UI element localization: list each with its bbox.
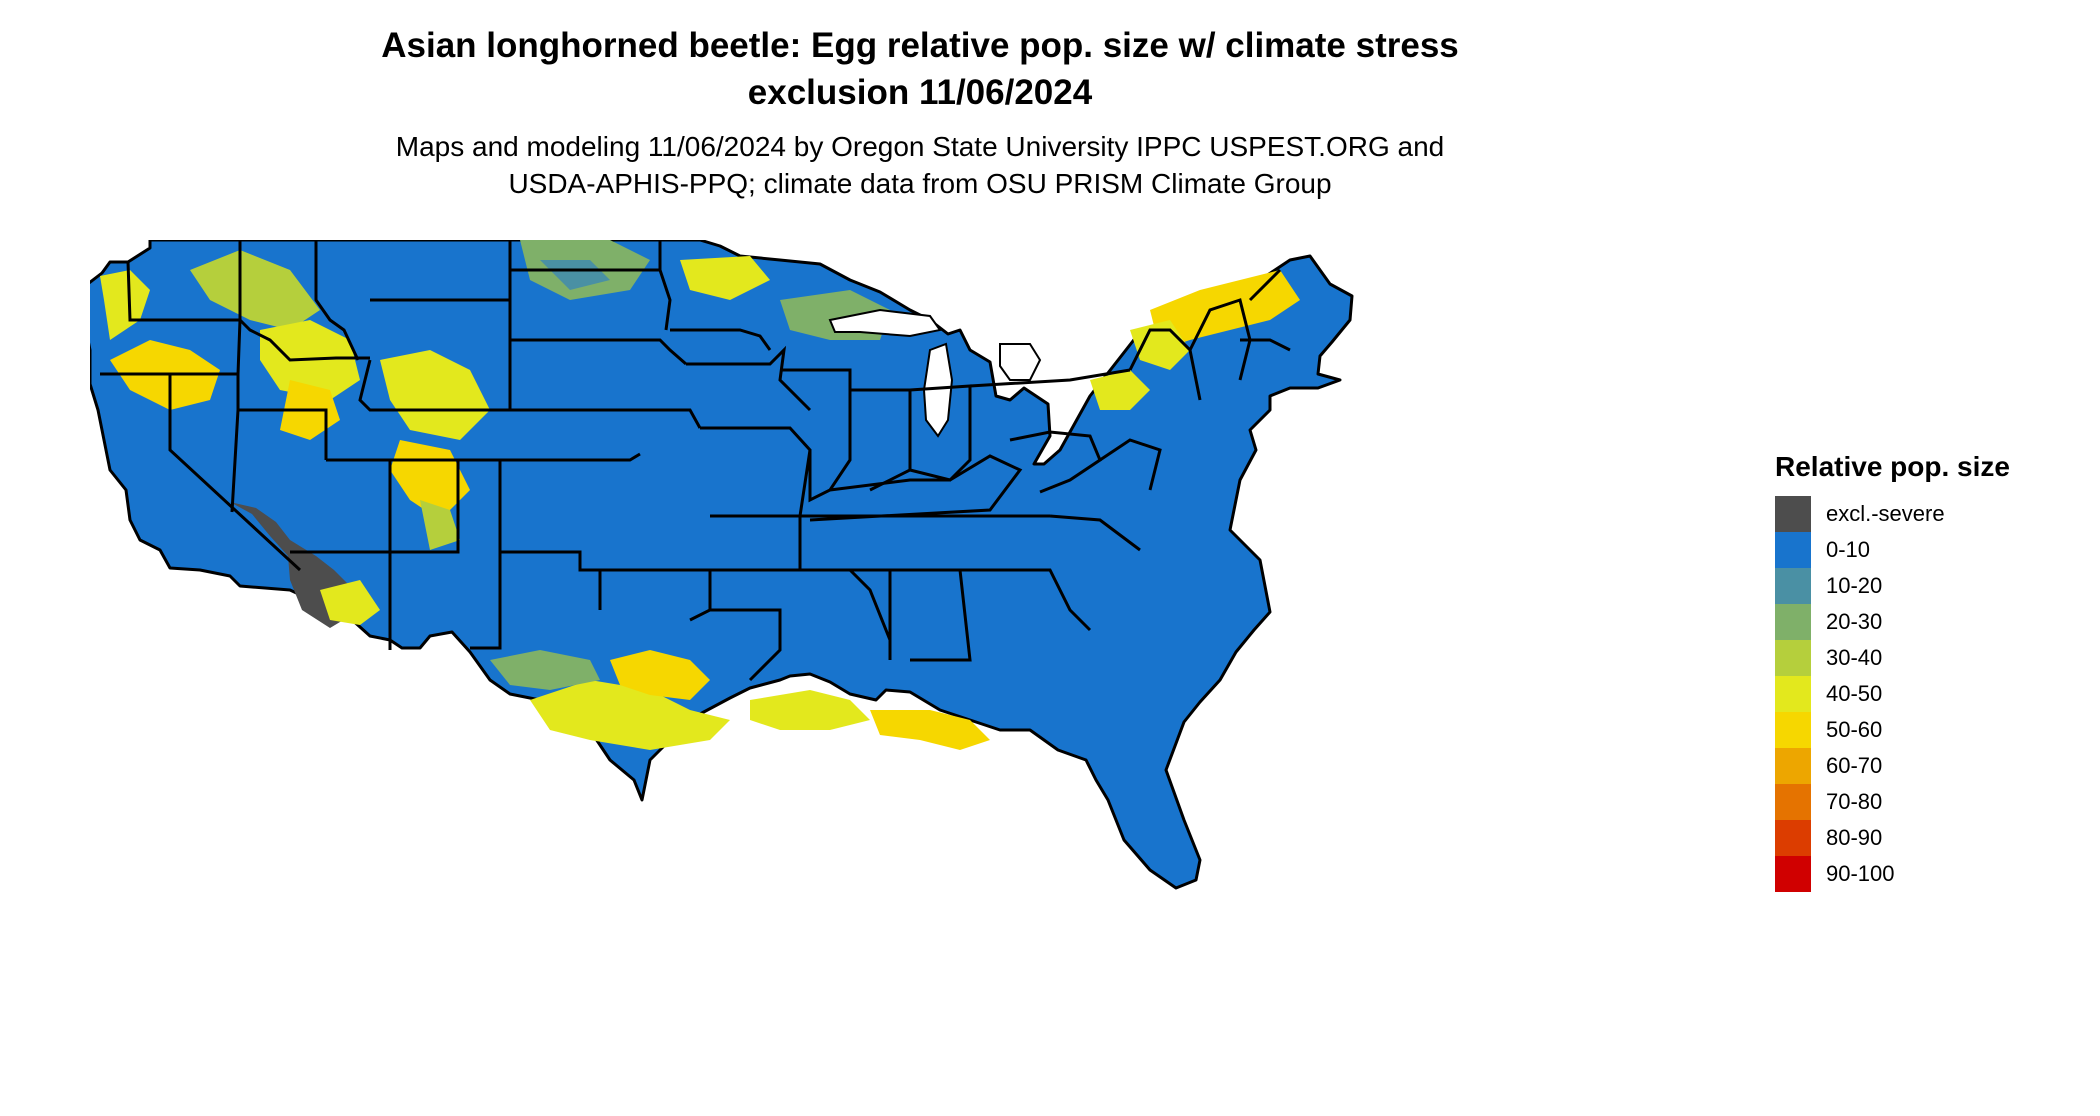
legend-title: Relative pop. size bbox=[1775, 451, 2010, 482]
legend-swatch bbox=[1775, 604, 1811, 640]
subtitle-line-2: USDA-APHIS-PPQ; climate data from OSU PR… bbox=[508, 168, 1332, 199]
legend-item: 0-10 bbox=[1775, 532, 2095, 568]
us-map bbox=[90, 240, 1354, 890]
legend-item: 20-30 bbox=[1775, 604, 2095, 640]
legend-label: 0-10 bbox=[1826, 537, 1871, 562]
title-line-1: Asian longhorned beetle: Egg relative po… bbox=[381, 26, 1459, 65]
state-borders bbox=[100, 240, 1291, 682]
legend-swatch bbox=[1775, 496, 1811, 532]
legend-label: 90-100 bbox=[1826, 861, 1895, 886]
legend-label: 80-90 bbox=[1826, 825, 1883, 850]
legend-swatch bbox=[1775, 712, 1811, 748]
legend-label: 70-80 bbox=[1826, 789, 1883, 814]
legend-swatch bbox=[1775, 856, 1811, 892]
legend-item: 60-70 bbox=[1775, 748, 2095, 784]
legend-swatch bbox=[1775, 640, 1811, 676]
legend-item: 10-20 bbox=[1775, 568, 2095, 604]
legend-label: 10-20 bbox=[1826, 573, 1883, 598]
legend-label: 50-60 bbox=[1826, 717, 1883, 742]
map-legend: Relative pop. size excl.-severe 0-10 10-20… bbox=[1775, 450, 2095, 892]
subtitle-line-1: Maps and modeling 11/06/2024 by Oregon S… bbox=[395, 131, 1445, 162]
legend-swatch bbox=[1775, 784, 1811, 820]
legend-label: 30-40 bbox=[1826, 645, 1883, 670]
title-line-2: exclusion 11/06/2024 bbox=[747, 73, 1093, 112]
legend-item: 50-60 bbox=[1775, 712, 2095, 748]
legend-item: excl.-severe bbox=[1775, 496, 2095, 532]
map-title: Asian longhorned beetle: Egg relative po… bbox=[240, 22, 1600, 116]
legend-label: 20-30 bbox=[1826, 609, 1883, 634]
legend-item: 40-50 bbox=[1775, 676, 2095, 712]
legend-item: 80-90 bbox=[1775, 820, 2095, 856]
legend-swatch bbox=[1775, 748, 1811, 784]
map-subtitle: Maps and modeling 11/06/2024 by Oregon S… bbox=[240, 128, 1600, 202]
legend-swatch bbox=[1775, 532, 1811, 568]
legend-item: 90-100 bbox=[1775, 856, 2095, 892]
legend-swatch bbox=[1775, 676, 1811, 712]
legend-swatch bbox=[1775, 568, 1811, 604]
legend-items: excl.-severe 0-10 10-20 20-30 30-40 40-50 50-6… bbox=[1775, 496, 2095, 892]
great-lakes bbox=[828, 308, 1042, 438]
legend-label: 40-50 bbox=[1826, 681, 1883, 706]
legend-label: 60-70 bbox=[1826, 753, 1883, 778]
legend-swatch bbox=[1775, 820, 1811, 856]
legend-label: excl.-severe bbox=[1826, 501, 1945, 526]
legend-item: 30-40 bbox=[1775, 640, 2095, 676]
legend-item: 70-80 bbox=[1775, 784, 2095, 820]
